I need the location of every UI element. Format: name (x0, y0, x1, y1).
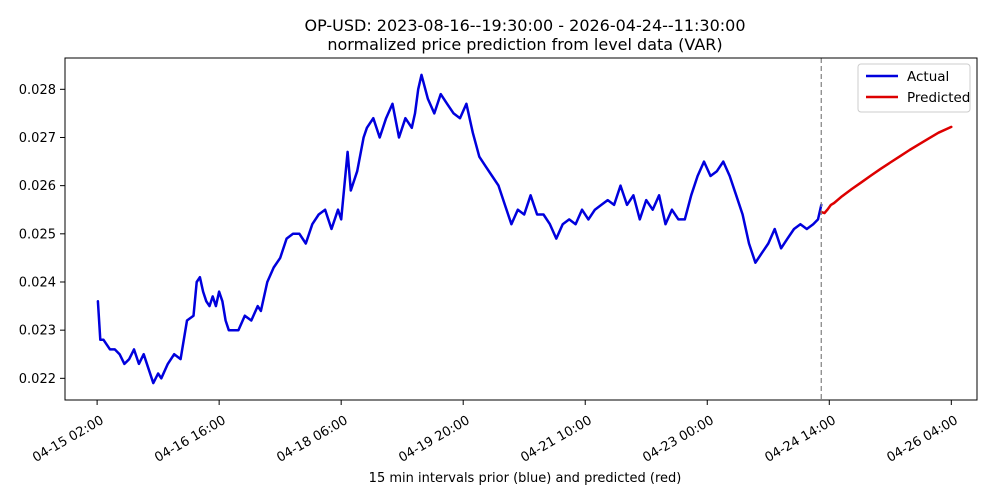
y-tick-label: 0.025 (19, 227, 56, 242)
series-layer (96, 73, 953, 385)
legend-label-actual: Actual (907, 69, 949, 85)
y-tick-label: 0.027 (19, 131, 56, 146)
series-line-actual (96, 73, 823, 385)
series-line-predicted (820, 125, 953, 215)
chart-subtitle: normalized price prediction from level d… (327, 35, 722, 54)
y-tick-label: 0.026 (19, 179, 56, 194)
legend-label-predicted: Predicted (907, 90, 970, 106)
y-tick-label: 0.022 (19, 372, 56, 387)
y-tick-label: 0.024 (19, 275, 56, 290)
y-tick-label: 0.023 (19, 324, 56, 339)
x-axis-label: 15 min intervals prior (blue) and predic… (369, 471, 682, 486)
plot-area (64, 57, 978, 401)
plot-frame (64, 57, 978, 401)
y-axis: 0.022 0.023 0.024 0.025 0.026 0.027 0.028 (19, 83, 65, 387)
y-tick-label: 0.028 (19, 83, 56, 98)
legend: Actual Predicted (857, 63, 971, 113)
chart-title: OP-USD: 2023-08-16--19:30:00 - 2026-04-2… (304, 16, 745, 35)
